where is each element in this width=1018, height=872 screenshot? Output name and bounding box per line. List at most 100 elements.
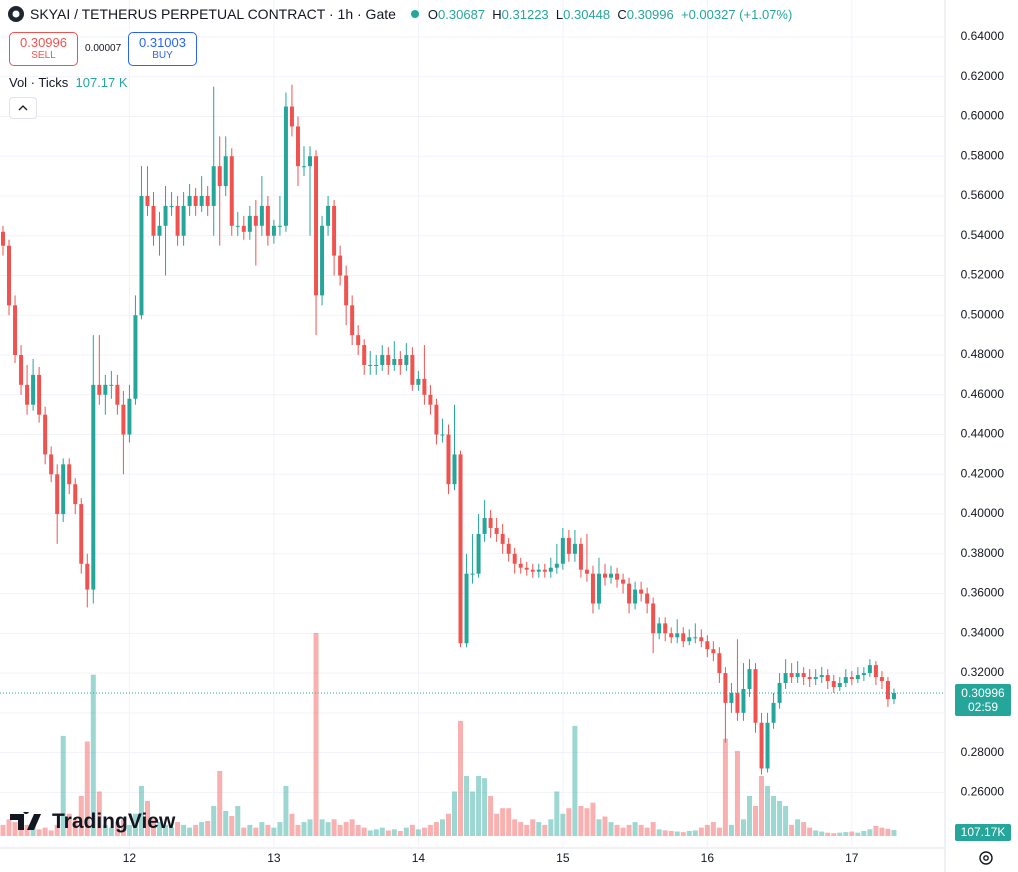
- candle-body: [145, 195, 150, 206]
- candle-body: [163, 205, 168, 226]
- y-tick-label: 0.52000: [961, 268, 1005, 282]
- candle-body: [494, 527, 499, 534]
- open-value: 0.30687: [438, 6, 486, 22]
- candle-body: [603, 573, 607, 578]
- volume-bar: [795, 819, 801, 836]
- candle-body: [139, 195, 144, 316]
- volume-bar: [247, 824, 253, 836]
- volume-bar: [193, 824, 199, 836]
- y-tick-label: 0.46000: [961, 387, 1005, 401]
- candle-body: [729, 692, 734, 703]
- volume-bar: [837, 832, 843, 836]
- candle-body: [295, 126, 300, 167]
- spread: 0.00007: [85, 43, 122, 54]
- candle-body: [530, 569, 535, 572]
- collapse-button[interactable]: [9, 97, 37, 119]
- candle-body: [103, 384, 108, 395]
- candle-body: [566, 537, 571, 554]
- candle-body: [819, 675, 824, 678]
- volume-bar: [126, 824, 132, 836]
- volume-bar: [843, 832, 849, 836]
- volume-bar: [78, 795, 84, 836]
- candle-body: [470, 573, 475, 575]
- sell-price: 0.30996: [20, 35, 67, 50]
- logo-text: TradingView: [52, 810, 176, 833]
- logo[interactable]: TradingView: [10, 810, 175, 834]
- volume-bar: [54, 824, 60, 836]
- candle-body: [675, 633, 680, 638]
- volume-bar: [283, 785, 289, 836]
- candle-body: [801, 673, 806, 678]
- y-tick-label: 0.50000: [961, 307, 1005, 321]
- candle-body: [452, 454, 457, 485]
- volume-bar: [30, 825, 36, 836]
- candle-body: [669, 633, 674, 638]
- candle-body: [308, 156, 313, 167]
- candle-body: [97, 384, 102, 395]
- candle-body: [37, 374, 42, 415]
- candle-body: [392, 358, 397, 365]
- volume-bar: [566, 808, 572, 836]
- y-tick-label: 0.60000: [961, 109, 1005, 123]
- volume-bar: [253, 827, 259, 836]
- c-label: C: [617, 6, 627, 22]
- volume-bar: [349, 819, 355, 836]
- volume-bar: [686, 830, 692, 836]
- volume-bar: [560, 813, 566, 836]
- volume-bar: [72, 819, 78, 836]
- candle-body: [271, 225, 276, 236]
- volume-bar: [831, 833, 837, 836]
- volume-bar: [500, 808, 506, 836]
- price-tag: 0.30996 02:59: [955, 684, 1011, 717]
- candle-body: [127, 398, 132, 435]
- volume-bar: [337, 824, 343, 836]
- buy-button[interactable]: 0.31003 BUY: [128, 32, 197, 66]
- candle-body: [663, 623, 668, 634]
- candle-body: [699, 637, 704, 642]
- volume-bar: [409, 824, 415, 836]
- candle-body: [765, 722, 770, 769]
- candle-body: [759, 722, 764, 769]
- volume-bar: [873, 825, 879, 836]
- candle-body: [843, 677, 848, 684]
- volume-bar: [488, 795, 494, 836]
- volume-bar: [668, 830, 674, 836]
- candle-body: [596, 573, 601, 604]
- candle-body: [422, 378, 427, 395]
- volume-bar: [464, 775, 470, 836]
- symbol-icon: [8, 6, 24, 22]
- candle-body: [476, 533, 481, 574]
- candle-body: [7, 245, 12, 306]
- settings-icon[interactable]: [977, 849, 995, 867]
- volume-bar: [542, 824, 548, 836]
- volume-bar: [590, 802, 596, 836]
- y-tick-label: 0.64000: [961, 29, 1005, 43]
- volume-bar: [120, 819, 126, 836]
- candle-body: [717, 653, 722, 674]
- volume-bar: [662, 830, 668, 836]
- candle-body: [873, 665, 878, 678]
- volume-bar: [325, 822, 331, 836]
- volume-bar: [187, 827, 193, 836]
- buy-price: 0.31003: [139, 35, 186, 50]
- volume-bar: [421, 827, 427, 836]
- volume-bar: [373, 829, 379, 836]
- candle-body: [338, 255, 343, 276]
- candle-body: [169, 205, 174, 207]
- candle-body: [31, 374, 36, 405]
- y-tick-label: 0.34000: [961, 625, 1005, 639]
- x-tick-label: 14: [412, 851, 426, 865]
- volume-bar: [728, 824, 734, 836]
- candle-body: [681, 633, 686, 642]
- volume-bar: [361, 827, 367, 836]
- volume-bar: [12, 822, 18, 836]
- volume-bar: [427, 824, 433, 836]
- candle-body: [175, 205, 180, 236]
- candle-body: [13, 305, 18, 356]
- volume-bar: [379, 827, 385, 836]
- candle-body: [289, 106, 294, 127]
- candle-body: [488, 518, 493, 528]
- volume-legend-label: Vol · Ticks: [9, 75, 69, 90]
- symbol-title[interactable]: SKYAI / TETHERUS PERPETUAL CONTRACT · 1h…: [30, 6, 396, 22]
- sell-button[interactable]: 0.30996 SELL: [9, 32, 78, 66]
